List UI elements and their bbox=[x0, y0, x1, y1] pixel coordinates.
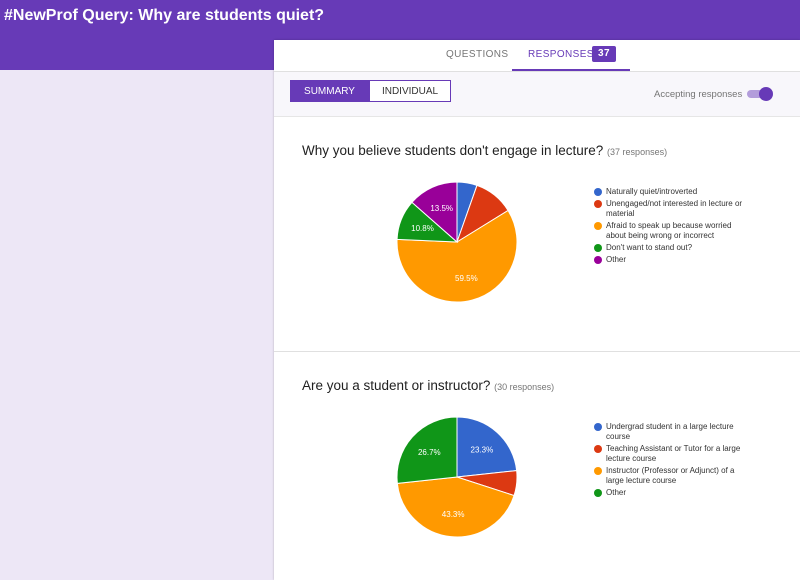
pie-slice bbox=[396, 416, 458, 484]
legend-label: Teaching Assistant or Tutor for a large … bbox=[606, 444, 741, 463]
response-count: (30 responses) bbox=[494, 382, 555, 392]
accepting-responses-toggle[interactable] bbox=[747, 86, 773, 102]
legend-swatch bbox=[594, 188, 602, 196]
legend-swatch bbox=[594, 222, 602, 230]
tab-questions[interactable]: QUESTIONS bbox=[446, 49, 509, 60]
legend-swatch bbox=[594, 200, 602, 208]
form-title: #NewProf Query: Why are students quiet? bbox=[4, 7, 325, 24]
slice-data-label: 23.3% bbox=[471, 445, 494, 454]
question-title: Why you believe students don't engage in… bbox=[302, 143, 667, 158]
legend-item: Unengaged/not interested in lecture or m… bbox=[594, 199, 744, 219]
legend-item: Teaching Assistant or Tutor for a large … bbox=[594, 444, 744, 464]
legend-item: Undergrad student in a large lecture cou… bbox=[594, 422, 744, 442]
chart-legend: Undergrad student in a large lecture cou… bbox=[594, 422, 744, 500]
question-card: Why you believe students don't engage in… bbox=[274, 117, 800, 352]
pie-slice bbox=[456, 416, 518, 478]
summary-toolbar: SUMMARY INDIVIDUAL Accepting responses bbox=[274, 72, 800, 117]
legend-item: Other bbox=[594, 255, 744, 265]
summary-button[interactable]: SUMMARY bbox=[290, 80, 369, 102]
legend-swatch bbox=[594, 467, 602, 475]
question-title-text: Why you believe students don't engage in… bbox=[302, 143, 604, 158]
tab-bar: QUESTIONS RESPONSES 37 bbox=[274, 40, 800, 72]
legend-swatch bbox=[594, 244, 602, 252]
accepting-responses-label: Accepting responses bbox=[654, 89, 743, 100]
legend-item: Naturally quiet/introverted bbox=[594, 187, 744, 197]
legend-item: Afraid to speak up because worried about… bbox=[594, 221, 744, 241]
legend-swatch bbox=[594, 445, 602, 453]
chart-legend: Naturally quiet/introverted Unengaged/not… bbox=[594, 187, 744, 267]
pie-slice bbox=[396, 209, 518, 303]
response-count: (37 responses) bbox=[607, 147, 668, 157]
legend-swatch bbox=[594, 489, 602, 497]
legend-label: Unengaged/not interested in lecture or m… bbox=[606, 199, 743, 218]
slice-data-label: 43.3% bbox=[442, 510, 465, 519]
responses-count-badge: 37 bbox=[592, 46, 616, 62]
legend-label: Other bbox=[606, 255, 627, 264]
legend-label: Other bbox=[606, 488, 627, 497]
legend-label: Afraid to speak up because worried about… bbox=[606, 221, 732, 240]
pie-slice bbox=[411, 181, 458, 244]
legend-label: Undergrad student in a large lecture cou… bbox=[606, 422, 734, 441]
legend-swatch bbox=[594, 423, 602, 431]
slice-data-label: 10.8% bbox=[411, 224, 434, 233]
question-card: Are you a student or instructor? (30 res… bbox=[274, 352, 800, 580]
responses-panel: QUESTIONS RESPONSES 37 SUMMARY INDIVIDUA… bbox=[274, 40, 800, 580]
legend-item: Don't want to stand out? bbox=[594, 243, 744, 253]
slice-data-label: 26.7% bbox=[418, 448, 441, 457]
legend-item: Instructor (Professor or Adjunct) of a l… bbox=[594, 466, 744, 486]
question-title: Are you a student or instructor? (30 res… bbox=[302, 378, 554, 393]
slice-data-label: 59.5% bbox=[455, 274, 478, 283]
legend-label: Don't want to stand out? bbox=[606, 243, 693, 252]
legend-item: Other bbox=[594, 488, 744, 498]
pie-chart: 23.3% 43.3% 26.7% bbox=[396, 416, 518, 538]
legend-swatch bbox=[594, 256, 602, 264]
legend-label: Instructor (Professor or Adjunct) of a l… bbox=[606, 466, 735, 485]
pie-chart: 59.5% 10.8% 13.5% bbox=[396, 181, 518, 303]
pie-slice bbox=[396, 476, 515, 538]
slice-data-label: 13.5% bbox=[430, 204, 453, 213]
tab-responses-label: RESPONSES bbox=[528, 49, 594, 60]
legend-label: Naturally quiet/introverted bbox=[606, 187, 698, 196]
toggle-knob bbox=[759, 87, 773, 101]
tab-responses[interactable]: RESPONSES 37 bbox=[512, 40, 630, 71]
question-title-text: Are you a student or instructor? bbox=[302, 378, 491, 393]
individual-button[interactable]: INDIVIDUAL bbox=[369, 80, 451, 102]
